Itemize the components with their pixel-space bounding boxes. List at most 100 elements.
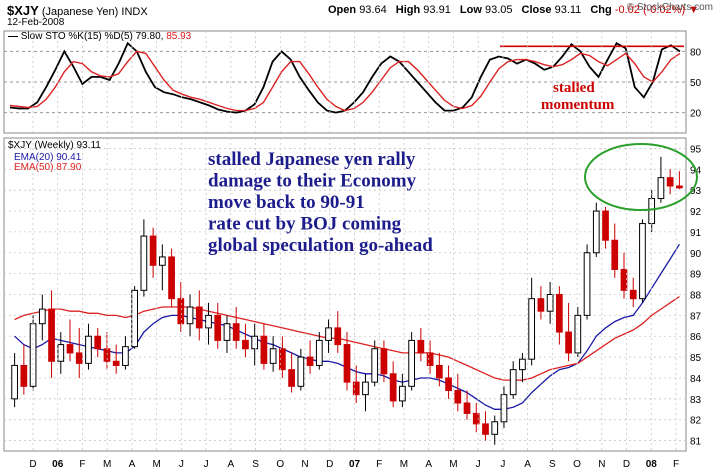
candle: [315, 332, 323, 370]
candle: [509, 361, 517, 399]
x-tick-label: J: [179, 459, 184, 470]
candle-body: [232, 323, 240, 341]
sto-annotation-stalled: stalled: [553, 80, 595, 96]
open-value: 93.64: [359, 4, 387, 16]
candle-body: [583, 252, 591, 316]
candle: [491, 415, 499, 445]
symbol-title: $XJY (Japanese Yen) INDX: [7, 3, 148, 18]
candle: [177, 281, 185, 333]
x-tick-label: N: [598, 459, 605, 470]
candle: [334, 311, 342, 353]
candle: [639, 219, 646, 303]
candle: [399, 373, 406, 408]
candle-body: [546, 294, 554, 312]
candle: [389, 361, 397, 408]
price-annotation-line: move back to 90-91: [208, 192, 365, 213]
candle: [602, 206, 609, 249]
x-tick-label: 08: [646, 459, 658, 470]
price-tick-label: 86: [690, 332, 702, 343]
high-value: 93.91: [423, 4, 451, 16]
x-tick-label: A: [129, 459, 136, 470]
sto-tick-label: 80: [690, 47, 702, 58]
ema50-legend: EMA(50) 87.90: [14, 162, 81, 173]
price-tick-label: 83: [690, 395, 702, 406]
candle: [325, 319, 332, 353]
candle: [186, 294, 194, 337]
x-tick-label: S: [549, 459, 556, 470]
candle: [306, 340, 314, 374]
x-tick-label: M: [449, 459, 457, 470]
price-tick-label: 92: [690, 207, 702, 218]
candle: [380, 340, 388, 383]
candle: [232, 307, 240, 349]
candle: [94, 327, 102, 358]
candle: [445, 365, 452, 399]
price-tick-label: 90: [690, 249, 702, 260]
candle-body: [269, 348, 277, 364]
ema20-legend-text: EMA(20) 90.41: [14, 152, 82, 163]
candle-body: [149, 235, 157, 266]
symbol: $XJY: [7, 3, 39, 18]
candle: [482, 411, 489, 441]
chart-date: 12-Feb-2008: [7, 17, 65, 28]
candle-body: [94, 335, 102, 350]
candle-body: [408, 339, 415, 387]
x-tick-label: J: [500, 459, 505, 470]
chg-value: -0.02 (-0.02%): [614, 4, 686, 16]
candle-body: [334, 327, 342, 346]
candle-body: [509, 369, 517, 396]
down-arrow-icon: ▼: [688, 4, 700, 16]
low-value: 93.05: [484, 4, 513, 16]
x-tick-label: 07: [349, 459, 361, 470]
candle-body: [491, 421, 499, 435]
candle-body: [482, 423, 489, 435]
candle-body: [140, 235, 148, 291]
price-annotation-line: rate cut by BOJ coming: [208, 214, 402, 235]
x-tick-label: M: [152, 459, 160, 470]
candle: [122, 336, 129, 370]
price-tick-label: 89: [690, 270, 702, 281]
ema20-legend: EMA(20) 90.41: [14, 152, 81, 163]
candle: [131, 286, 139, 349]
candle-body: [472, 412, 480, 425]
price-tick-label: 85: [690, 353, 702, 364]
candle-body: [500, 394, 508, 423]
candle: [11, 352, 18, 408]
candle-body: [57, 344, 65, 362]
candle-body: [112, 360, 120, 366]
sto-legend-k: Slow STO %K(15) %D(5) 79.80,: [20, 31, 164, 42]
close-value: 93.11: [554, 4, 582, 16]
x-tick-label: D: [326, 459, 333, 470]
x-tick-label: O: [276, 459, 284, 470]
price-legend: $XJY (Weekly) 93.11: [8, 140, 101, 151]
candle-body: [48, 308, 55, 362]
candle: [435, 352, 443, 387]
candle: [343, 332, 351, 391]
candle-body: [389, 373, 397, 402]
candle-body: [325, 327, 332, 341]
candle-body: [657, 177, 665, 200]
candle: [454, 373, 462, 412]
candle: [426, 340, 434, 374]
candle-body: [380, 348, 388, 375]
chg-label: Chg: [590, 4, 612, 16]
candle-body: [555, 294, 563, 333]
candle-body: [620, 268, 628, 291]
candle-body: [168, 256, 175, 300]
candle-body: [528, 298, 536, 360]
sto-d-line: [9, 50, 681, 112]
candle: [592, 202, 600, 257]
candle-body: [519, 358, 526, 371]
low-label: Low: [459, 4, 482, 16]
candle-body: [666, 177, 674, 187]
candle: [352, 365, 360, 404]
candle: [371, 340, 379, 387]
ohlc-readout: Open 93.64 High 93.91 Low 93.05 Close 93…: [322, 4, 699, 16]
candle: [519, 352, 526, 383]
candle: [195, 290, 203, 341]
candle: [242, 323, 249, 358]
candle: [112, 344, 120, 374]
x-axis: D 06 F M A M J J A S O N D 07 F M A M J J A S O N D 08 F: [29, 31, 679, 470]
candle: [546, 281, 554, 324]
